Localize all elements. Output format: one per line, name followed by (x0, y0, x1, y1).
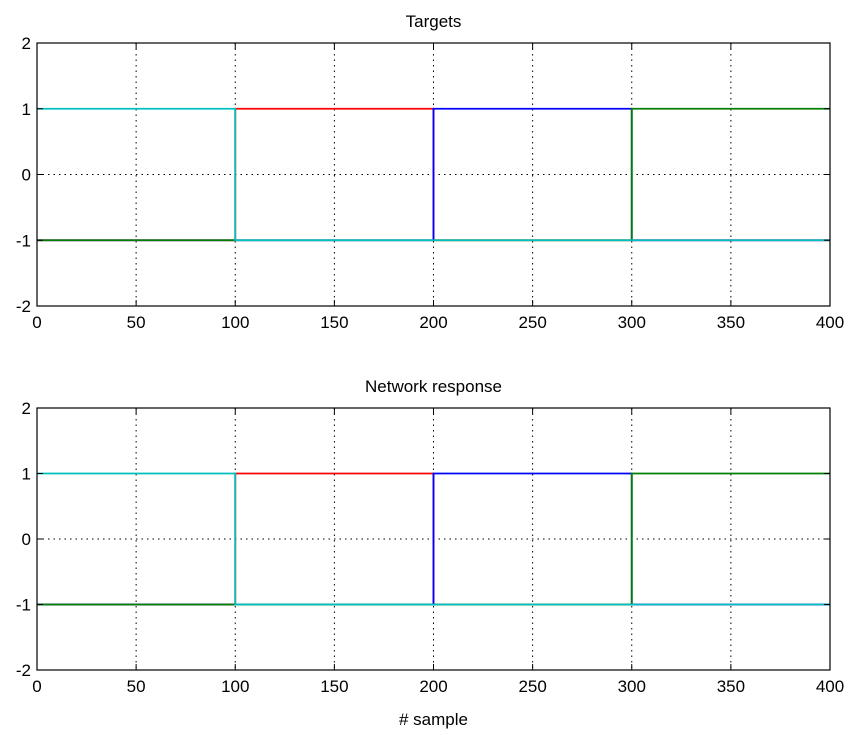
series-group (37, 472, 830, 606)
y-tick-label: 2 (22, 399, 31, 418)
y-tick-label: 1 (22, 100, 31, 119)
series-group (37, 107, 830, 242)
x-tick-label: 350 (717, 313, 745, 332)
subplot-network-response: Network response # sample 0 50 100 150 200 25… (16, 377, 844, 729)
x-axis-label: # sample (399, 710, 468, 729)
y-tick-label: -2 (16, 297, 31, 316)
y-tick-label: -1 (16, 596, 31, 615)
chart-title: Network response (365, 377, 502, 396)
chart-title: Targets (406, 12, 462, 31)
series-line-2 (37, 107, 830, 242)
y-tick-label: -1 (16, 231, 31, 250)
y-tick-label: 2 (22, 34, 31, 53)
x-tick-label: 100 (221, 313, 249, 332)
y-tick-label: 0 (22, 530, 31, 549)
x-tick-label: 200 (419, 313, 447, 332)
ticks: 0 50 100 150 200 250 300 350 400 -2 -1 0 1 2 (16, 399, 844, 696)
x-tick-label: 150 (320, 313, 348, 332)
x-tick-label: 350 (717, 677, 745, 696)
series-line-4 (37, 107, 830, 242)
x-tick-label: 250 (518, 677, 546, 696)
x-tick-label: 200 (419, 677, 447, 696)
x-tick-label: 150 (320, 677, 348, 696)
subplot-targets: Targets 0 50 100 150 200 250 300 350 400 -2 -1 0 1 2 (16, 12, 844, 332)
y-tick-label: -2 (16, 661, 31, 680)
x-tick-label: 50 (127, 313, 146, 332)
x-tick-label: 300 (618, 677, 646, 696)
x-tick-label: 400 (816, 677, 844, 696)
series-line-2 (37, 472, 830, 606)
y-tick-label: 0 (22, 166, 31, 185)
x-tick-label: 400 (816, 313, 844, 332)
x-tick-label: 300 (618, 313, 646, 332)
x-tick-label: 250 (518, 313, 546, 332)
ticks: 0 50 100 150 200 250 300 350 400 -2 -1 0 1 2 (16, 34, 844, 332)
x-tick-label: 100 (221, 677, 249, 696)
x-tick-label: 0 (32, 677, 41, 696)
x-tick-label: 0 (32, 313, 41, 332)
y-tick-label: 1 (22, 465, 31, 484)
x-tick-label: 50 (127, 677, 146, 696)
series-line-4 (37, 472, 830, 606)
